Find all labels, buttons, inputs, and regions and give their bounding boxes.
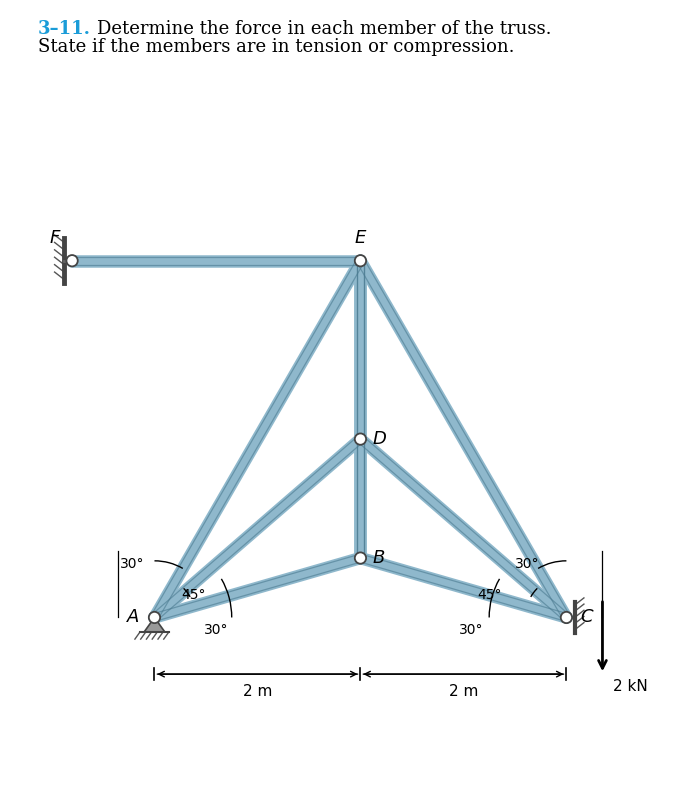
Text: B: B [373,549,385,567]
Text: E: E [355,229,366,246]
Text: 45°: 45° [477,588,502,602]
Circle shape [66,255,78,266]
Circle shape [355,434,366,445]
Text: C: C [580,608,593,626]
Text: 30°: 30° [460,623,484,637]
Text: 2 m: 2 m [243,684,272,699]
Text: 3–11.: 3–11. [38,20,91,38]
Polygon shape [144,618,165,632]
Text: 2 kN: 2 kN [613,679,647,694]
Text: 30°: 30° [119,557,144,571]
Text: 30°: 30° [204,623,228,637]
Circle shape [355,552,366,564]
Text: Determine the force in each member of the truss.: Determine the force in each member of th… [97,20,551,38]
Text: F: F [50,229,60,246]
Text: 30°: 30° [515,557,540,571]
Circle shape [355,255,366,266]
Circle shape [561,611,572,623]
Text: 45°: 45° [181,588,206,602]
Text: State if the members are in tension or compression.: State if the members are in tension or c… [38,38,515,56]
Text: D: D [373,430,386,448]
Text: 2 m: 2 m [448,684,478,699]
Text: A: A [127,608,139,626]
Circle shape [149,611,160,623]
